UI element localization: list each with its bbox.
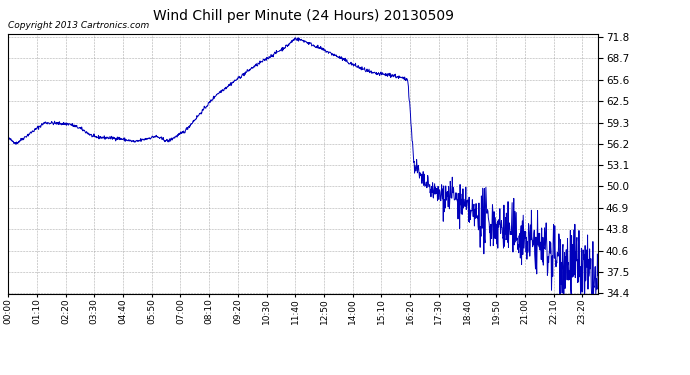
Text: Copyright 2013 Cartronics.com: Copyright 2013 Cartronics.com <box>8 21 150 30</box>
Text: Temperature  (°F): Temperature (°F) <box>533 20 637 30</box>
Text: Wind Chill per Minute (24 Hours) 20130509: Wind Chill per Minute (24 Hours) 2013050… <box>153 9 454 23</box>
